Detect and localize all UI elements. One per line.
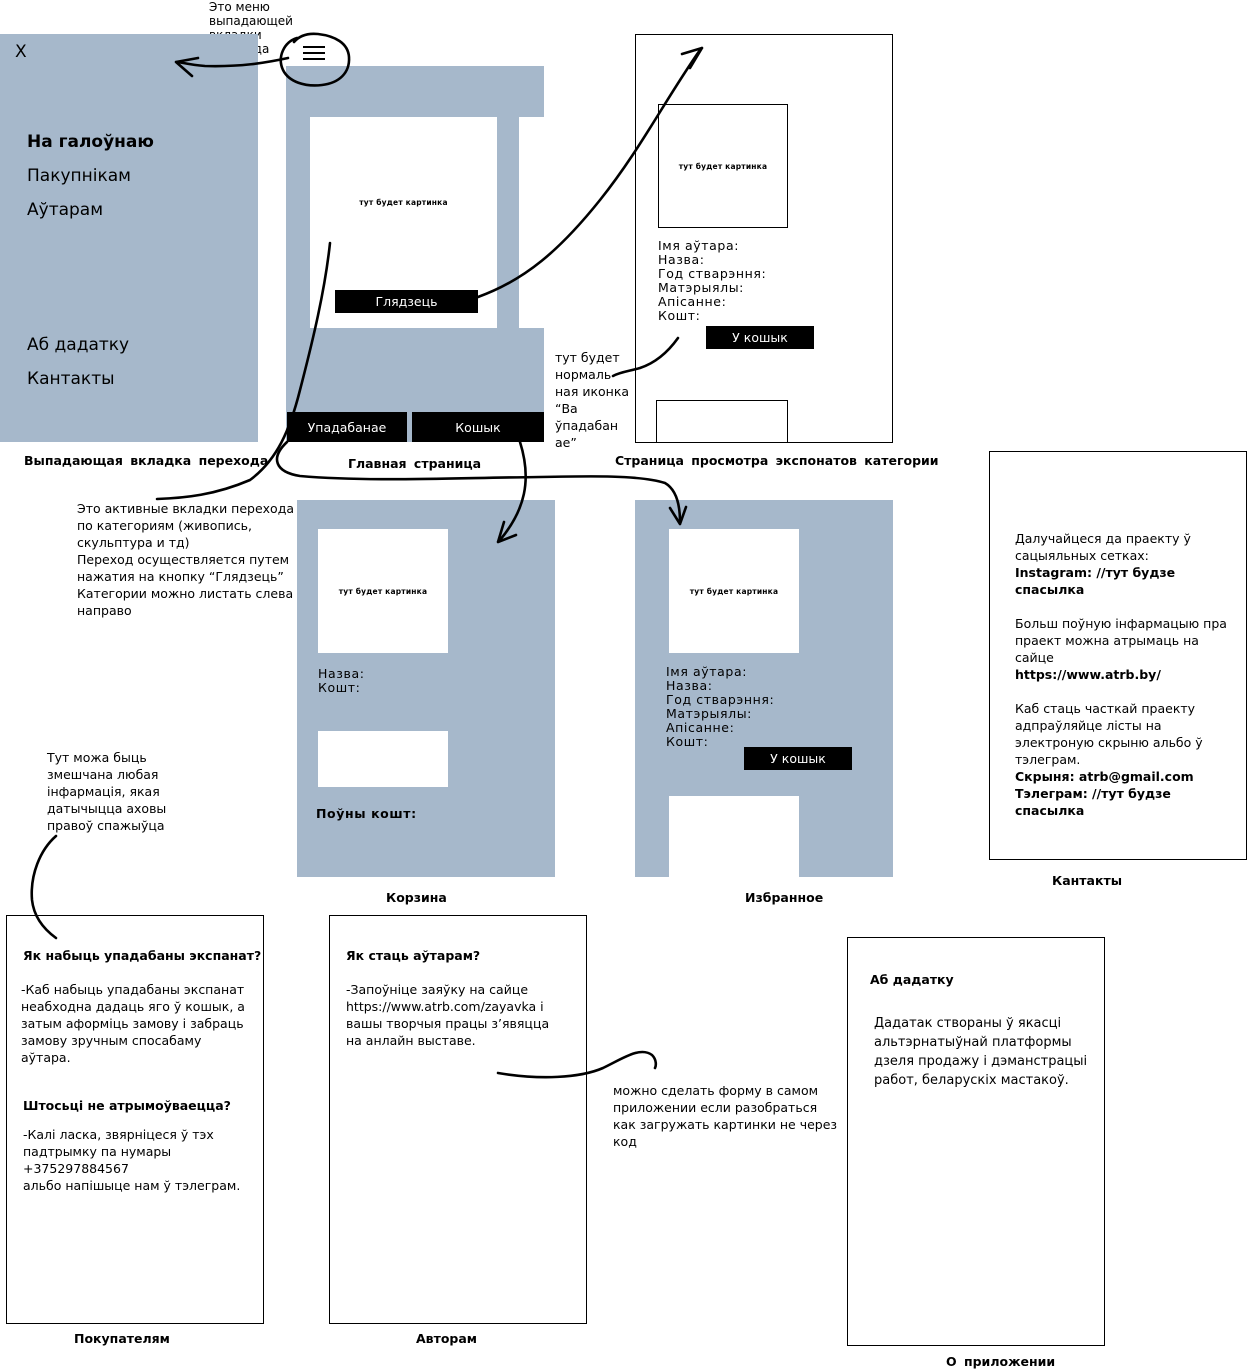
buyers-frame [6, 915, 264, 1324]
exhibit-fields: Імя аўтара: Назва: Год стварэння: Матэры… [658, 238, 767, 323]
drawer-item-authors[interactable]: Аўтарам [27, 200, 104, 220]
buyers-answer-1: -Каб набыць упадабаны экспанат неабходна… [21, 982, 245, 1065]
buyers-caption: Покупателям [74, 1331, 170, 1346]
arrow-to-cart-head [496, 520, 518, 544]
view-button[interactable]: Глядзець [335, 290, 478, 313]
favorites-image: тут будет картинка [669, 529, 799, 653]
exhibit-image-label: тут будет картинка [678, 161, 768, 171]
info-note-connector [30, 834, 58, 940]
exhibit-next-card-peek [656, 400, 788, 443]
hamburger-icon[interactable] [303, 45, 325, 61]
authors-caption: Авторам [416, 1331, 478, 1346]
tabs-note-connector [155, 241, 332, 501]
exhibit-cart-button[interactable]: У кошык [706, 326, 814, 349]
arrow-to-exhibit [476, 48, 702, 299]
cart-next-item [318, 731, 448, 787]
cart-tab[interactable]: Кошык [412, 412, 544, 442]
drawer-caption: Выпадающая вкладка перехода [24, 453, 269, 468]
home-image-placeholder: тут будет картинка [359, 198, 448, 207]
favorites-tab[interactable]: Упадабанае [287, 412, 407, 442]
about-caption: О приложении [946, 1354, 1056, 1369]
exhibit-frame [635, 34, 893, 443]
arrow-to-drawer-head [174, 56, 200, 78]
drawer-item-contacts[interactable]: Кантакты [27, 369, 115, 389]
contacts-instagram[interactable]: Instagram: //тут будзе спасылка [1015, 565, 1176, 597]
drawer-item-about[interactable]: Аб дадатку [27, 335, 130, 355]
contacts-content: Далучайцеся да праекту ў сацыяльных сетк… [1015, 530, 1240, 819]
authors-frame [329, 915, 587, 1324]
drawer-item-home[interactable]: На галоўнаю [27, 132, 154, 152]
hamburger-circle [279, 32, 351, 87]
cart-item-fields: Назва: Кошт: [318, 666, 365, 695]
cart-image-label: тут будет картинка [338, 586, 428, 596]
close-icon[interactable]: X [15, 42, 27, 62]
icon-note-connector [611, 336, 680, 378]
arrow-to-exhibit-head [680, 46, 704, 70]
exhibit-caption: Страница просмотра экспонатов категории [615, 453, 939, 468]
favorites-cart-button[interactable]: У кошык [744, 747, 852, 770]
contacts-more-info: Больш поўную інфармацыю пра праект можна… [1015, 616, 1227, 665]
cart-total: Поўны кошт: [316, 806, 417, 821]
info-note: Тут можа быць змешчана любая інфармація,… [47, 750, 167, 833]
tabs-note: Это активные вкладки перехода по категор… [77, 501, 295, 618]
contacts-telegram[interactable]: Тэлеграм: //тут будзе спасылка [1015, 786, 1171, 818]
cart-item-image: тут будет картинка [318, 529, 448, 653]
authors-question: Як стаць аўтарам? [346, 948, 481, 963]
about-title: Аб дадатку [870, 972, 954, 987]
about-body: Дадатак створаны ў якасці альтэрнатыўнай… [874, 1016, 1088, 1088]
form-note-connector [496, 1050, 658, 1079]
favorites-fields: Імя аўтара: Назва: Год стварэння: Матэры… [666, 664, 775, 749]
favorites-caption: Избранное [745, 890, 824, 905]
cart-caption: Корзина [386, 890, 447, 905]
contacts-frame [989, 451, 1247, 860]
form-note: можно сделать форму в самом приложении е… [613, 1083, 838, 1149]
drawer-panel [0, 34, 258, 442]
contacts-intro: Далучайцеся да праекту ў сацыяльных сетк… [1015, 531, 1191, 563]
drawer-item-buyers[interactable]: Пакупнікам [27, 166, 131, 186]
exhibit-image: тут будет картинка [658, 104, 788, 228]
buyers-answer-2: -Калі ласка, звярніцеся ў тэх падтрымку … [23, 1127, 241, 1193]
buyers-question-2: Штосьці не атрымоўваецца? [23, 1098, 231, 1113]
contacts-caption: Кантакты [1052, 873, 1123, 888]
favorites-image-label: тут будет картинка [689, 586, 779, 596]
arrow-to-favorites [275, 440, 682, 524]
icon-note: тут будет нормаль ная иконка “Ва ўпадаба… [555, 350, 630, 450]
arrow-to-cart [498, 440, 527, 542]
contacts-join: Каб стаць часткай праекту адпраўляйце лі… [1015, 701, 1203, 767]
arrow-to-drawer [176, 56, 290, 68]
home-next-card-peek [519, 117, 544, 328]
favorites-next-card [669, 796, 799, 877]
contacts-site-link[interactable]: https://www.atrb.by/ [1015, 667, 1161, 682]
about-frame [847, 937, 1105, 1346]
contacts-email[interactable]: Скрыня: atrb@gmail.com [1015, 769, 1194, 784]
buyers-question-1: Як набыць упадабаны экспанат? [23, 948, 262, 963]
home-caption: Главная страница [348, 456, 482, 471]
arrow-to-favorites-head [668, 505, 688, 526]
authors-answer: -Запоўніце заяўку на сайце https://www.a… [346, 982, 550, 1048]
